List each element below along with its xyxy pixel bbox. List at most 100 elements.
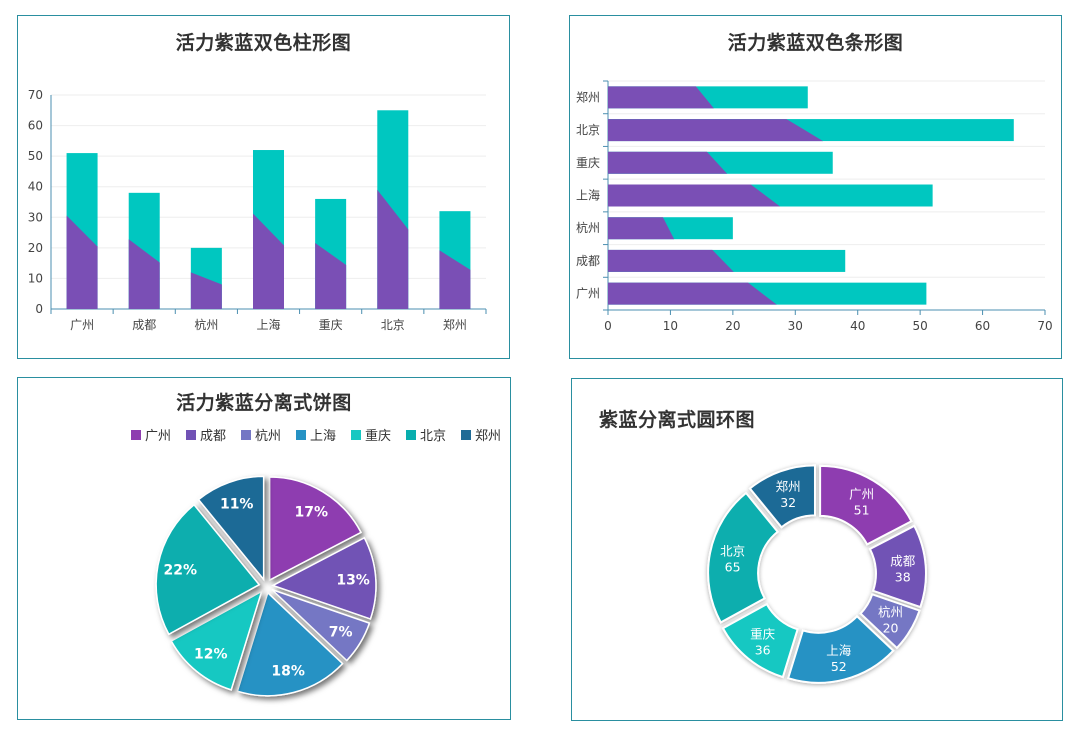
donut-slice bbox=[721, 602, 799, 679]
x-tick-label: 0 bbox=[604, 319, 612, 333]
x-tick-label: 40 bbox=[850, 319, 865, 333]
pie-percent-label: 11% bbox=[220, 497, 254, 513]
donut-slice bbox=[819, 464, 913, 546]
y-tick-label: 杭州 bbox=[576, 220, 600, 235]
bar-left-segment bbox=[608, 119, 824, 142]
donut-slice-label: 杭州 bbox=[878, 605, 903, 620]
hbar-chart-title: 活力紫蓝双色条形图 bbox=[727, 32, 904, 54]
legend-swatch bbox=[131, 430, 141, 440]
bar-chart-panel: 活力紫蓝双色柱形图 0 10 20 30 40 50 60 70 广州 成都 杭州 上海 重庆 北京 郑州 bbox=[17, 15, 510, 359]
bar-lower-segment bbox=[439, 250, 471, 309]
donut-slice-label: 成都 bbox=[890, 554, 916, 569]
legend-swatch bbox=[406, 430, 416, 440]
x-tick-label: 20 bbox=[725, 319, 740, 333]
y-tick-label: 20 bbox=[28, 241, 43, 255]
pie-percent-label: 7% bbox=[329, 624, 353, 640]
legend-swatch bbox=[461, 430, 471, 440]
y-tick-label: 50 bbox=[28, 149, 43, 163]
bar-lower-segment bbox=[66, 215, 98, 309]
bar-lower-segment bbox=[190, 272, 222, 309]
pie-slice bbox=[271, 536, 377, 620]
y-tick-label: 40 bbox=[28, 180, 43, 194]
legend-label: 北京 bbox=[420, 429, 446, 444]
pie-chart-panel: 活力紫蓝分离式饼图 广州 成都 杭州 上海 重庆 北京 郑州 17% 13% 7% 18% 12% 22… bbox=[17, 377, 511, 720]
legend-item: 广州 bbox=[131, 429, 171, 444]
bar-lower-segment bbox=[377, 189, 409, 309]
pie-chart-title: 活力紫蓝分离式饼图 bbox=[176, 392, 352, 414]
donut-slice-value: 38 bbox=[895, 570, 911, 585]
donut-slice-value: 36 bbox=[755, 643, 771, 658]
legend-item: 北京 bbox=[406, 429, 446, 444]
donut-slice bbox=[786, 614, 895, 684]
pie-percent-label: 22% bbox=[164, 562, 198, 578]
x-tick-label: 60 bbox=[975, 319, 990, 333]
bar-chart-svg: 0 10 20 30 40 50 60 70 广州 成都 杭州 上海 重庆 北京 郑州 bbox=[28, 88, 487, 332]
y-tick-label: 上海 bbox=[576, 188, 600, 203]
legend-swatch bbox=[241, 430, 251, 440]
x-tick-label: 重庆 bbox=[319, 318, 343, 332]
pie-slice-group: 12% bbox=[170, 589, 263, 691]
legend-item: 重庆 bbox=[351, 428, 391, 444]
pie-slice-group: 7% bbox=[271, 588, 371, 662]
donut-slice bbox=[868, 524, 927, 609]
pie-slice bbox=[268, 476, 362, 582]
legend-item: 上海 bbox=[296, 429, 336, 444]
pie-percent-label: 17% bbox=[295, 504, 329, 520]
bar-lower-segment bbox=[128, 239, 160, 309]
pie-slice bbox=[197, 475, 265, 582]
bar-left-segment bbox=[608, 151, 728, 174]
legend-item: 杭州 bbox=[241, 429, 281, 444]
y-tick-label: 成都 bbox=[576, 254, 600, 268]
donut-slice-value: 65 bbox=[725, 560, 741, 575]
legend-item: 郑州 bbox=[461, 429, 501, 444]
legend-label: 杭州 bbox=[255, 429, 281, 444]
hbar-chart-svg: 0 10 20 30 40 50 60 70 广州 成都 杭州 上海 重庆 北京 郑州 bbox=[576, 80, 1053, 333]
donut-slice-label: 北京 bbox=[720, 544, 745, 559]
pie-slice-group: 11% bbox=[197, 475, 265, 582]
bar-left-segment bbox=[608, 86, 714, 109]
bar-left-segment bbox=[608, 217, 675, 240]
y-tick-label: 30 bbox=[28, 210, 43, 224]
donut-chart-title: 紫蓝分离式圆环图 bbox=[599, 409, 756, 431]
pie-percent-label: 12% bbox=[194, 647, 228, 663]
x-tick-label: 成都 bbox=[132, 318, 156, 332]
bar-lower-segment bbox=[253, 213, 284, 309]
legend-label: 郑州 bbox=[475, 429, 501, 444]
legend-swatch bbox=[296, 430, 306, 440]
pie-slice-group: 18% bbox=[236, 591, 344, 697]
bar-left-segment bbox=[608, 249, 734, 272]
x-tick-label: 上海 bbox=[256, 317, 280, 332]
y-tick-label: 郑州 bbox=[576, 89, 600, 104]
x-tick-label: 杭州 bbox=[194, 317, 218, 332]
y-tick-label: 60 bbox=[28, 119, 43, 133]
legend-swatch bbox=[351, 430, 361, 440]
x-tick-label: 10 bbox=[663, 319, 678, 333]
donut-slice-value: 51 bbox=[854, 502, 870, 517]
donut-chart-panel: 紫蓝分离式圆环图 广州 51 成都 38 杭州 20 上海 52 重庆 36 北京 65 郑州 32 bbox=[571, 378, 1063, 721]
y-tick-label: 重庆 bbox=[576, 156, 600, 170]
x-tick-label: 广州 bbox=[70, 318, 94, 332]
legend-label: 重庆 bbox=[365, 428, 391, 444]
x-tick-label: 北京 bbox=[381, 318, 405, 332]
bar-left-segment bbox=[608, 282, 777, 305]
donut-slice bbox=[859, 593, 921, 650]
donut-slice-label: 上海 bbox=[826, 643, 852, 658]
legend-item: 成都 bbox=[186, 429, 226, 444]
pie-slice-group: 13% bbox=[271, 536, 377, 620]
legend-label: 广州 bbox=[145, 429, 171, 444]
x-tick-label: 30 bbox=[788, 319, 803, 333]
y-tick-label: 0 bbox=[35, 302, 43, 316]
pie-chart-svg: 广州 成都 杭州 上海 重庆 北京 郑州 17% 13% 7% 18% 12% 22% 11% bbox=[131, 428, 501, 697]
y-tick-label: 北京 bbox=[576, 123, 600, 137]
donut-slice-label: 广州 bbox=[849, 486, 874, 501]
pie-legend: 广州 成都 杭州 上海 重庆 北京 郑州 bbox=[131, 428, 501, 444]
x-tick-label: 70 bbox=[1037, 319, 1052, 333]
donut-slice bbox=[748, 464, 816, 529]
pie-slice-group: 22% bbox=[155, 503, 261, 636]
